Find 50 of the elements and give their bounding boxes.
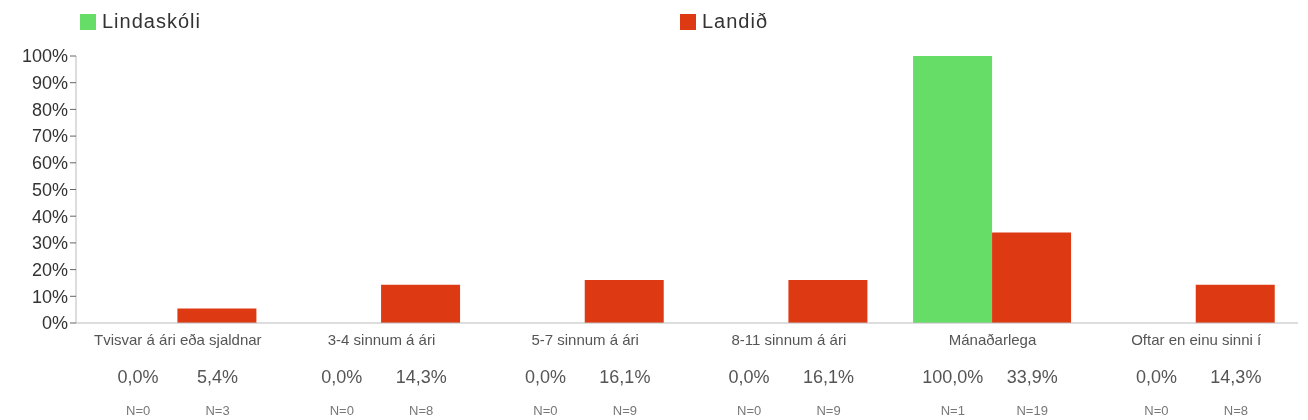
data-label: 14,3% <box>1210 367 1262 387</box>
data-label: 0,0% <box>728 367 770 387</box>
legend-label: Landið <box>701 10 770 33</box>
data-label: 14,3% <box>395 367 447 387</box>
text: N=0 <box>329 403 354 418</box>
y-tick-label: 60% <box>31 153 68 174</box>
text: N=0 <box>533 403 558 418</box>
y-tick-label: 90% <box>31 73 68 94</box>
y-tick-label: 20% <box>31 259 68 280</box>
bar <box>788 280 868 323</box>
bar <box>1195 284 1275 323</box>
bar <box>177 308 257 323</box>
bar <box>381 284 461 323</box>
x-tick-label: Oftar en einu sinni í <box>1131 331 1263 348</box>
bar <box>992 232 1072 323</box>
text: N=1 <box>940 403 965 418</box>
text: N=0 <box>126 403 151 418</box>
bar <box>584 280 664 323</box>
data-label: 0,0% <box>117 367 159 387</box>
y-tick-label: 100% <box>21 46 68 67</box>
y-tick-label: 0% <box>41 313 68 334</box>
text: N=9 <box>612 403 637 418</box>
text: N=19 <box>1016 403 1048 418</box>
data-label: 16,1% <box>599 367 651 387</box>
x-tick-label: 8-11 sinnum á ári <box>731 331 847 348</box>
y-tick-label: 30% <box>31 233 68 254</box>
y-tick-label: 40% <box>31 206 68 227</box>
text: N=8 <box>409 403 434 418</box>
x-tick-label: 5-7 sinnum á ári <box>531 331 639 348</box>
data-label: 0,0% <box>1135 367 1177 387</box>
x-tick-label: Mánaðarlega <box>948 331 1037 348</box>
bar <box>913 56 993 323</box>
y-tick-label: 50% <box>31 179 68 200</box>
legend-label: Lindaskóli <box>101 10 202 33</box>
text: N=3 <box>205 403 230 418</box>
data-label: 5,4% <box>197 367 239 387</box>
y-tick-label: 70% <box>31 126 68 147</box>
text: N=8 <box>1223 403 1248 418</box>
text: N=0 <box>737 403 762 418</box>
text: N=0 <box>1144 403 1169 418</box>
data-label: 0,0% <box>321 367 363 387</box>
data-label: 0,0% <box>524 367 566 387</box>
y-tick-label: 10% <box>31 286 68 307</box>
x-tick-label: 3-4 sinnum á ári <box>327 331 436 348</box>
text: N=9 <box>816 403 841 418</box>
data-label: 100,0% <box>922 367 984 387</box>
x-tick-label: Tvisvar á ári eða sjaldnar <box>94 331 262 348</box>
data-label: 16,1% <box>803 367 855 387</box>
data-label: 33,9% <box>1006 367 1058 387</box>
y-tick-label: 80% <box>31 99 68 120</box>
